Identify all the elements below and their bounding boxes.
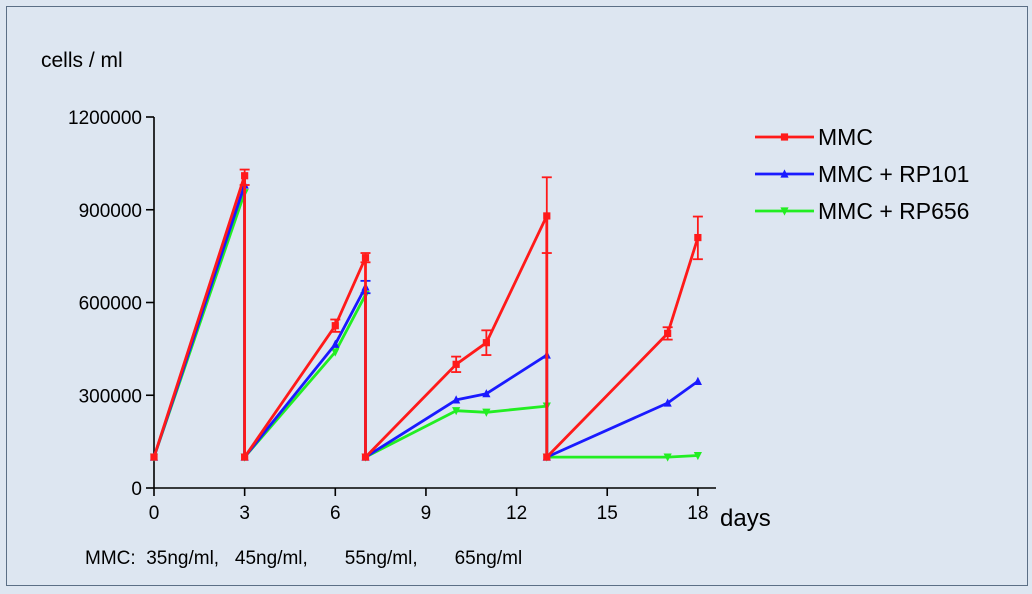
legend-item-mmc-rp101: MMC + RP101 (755, 161, 969, 187)
x-axis-title: days (720, 505, 771, 532)
x-tick-label: 12 (506, 503, 527, 524)
data-point (452, 407, 461, 416)
legend-swatch-marker (780, 207, 789, 216)
axes: 0 300000 600000 900000 1200000 0 3 6 9 12 15 18 (68, 108, 716, 524)
data-point (150, 453, 158, 461)
legend-swatch-marker (780, 169, 789, 178)
x-tick-label: 15 (597, 503, 618, 524)
data-point (663, 398, 672, 407)
data-point (331, 339, 340, 348)
data-point (241, 453, 249, 461)
chart-frame: cells / ml days MMC: 35ng/ml, 45ng/ml, 5… (6, 6, 1028, 586)
series-line-mmc-rp101 (152, 183, 699, 459)
data-point (693, 451, 702, 461)
x-tick-label: 0 (149, 503, 160, 524)
data-point (664, 329, 672, 338)
x-tick-label: 3 (239, 503, 250, 524)
y-tick-label: 300000 (79, 386, 142, 407)
y-tick-label: 0 (131, 479, 142, 500)
chart-svg: cells / ml days MMC: 35ng/ml, 45ng/ml, 5… (41, 49, 969, 569)
data-point (663, 453, 672, 462)
series-layer (149, 168, 703, 462)
x-tick-label: 6 (330, 503, 341, 524)
data-point (361, 254, 370, 262)
legend-label: MMC + RP656 (818, 198, 969, 224)
data-point (452, 360, 460, 368)
data-point (482, 408, 491, 417)
data-point (331, 348, 340, 357)
legend-label: MMC (818, 124, 873, 150)
y-tick-label: 1200000 (68, 108, 142, 129)
series-mmc (150, 168, 703, 461)
data-point (693, 376, 702, 385)
y-axis-title: cells / ml (41, 49, 123, 72)
series-line-mmc (152, 174, 700, 459)
y-tick-label: 900000 (79, 201, 142, 222)
data-point (452, 395, 461, 404)
data-point (331, 322, 339, 330)
series-mmc-rp101 (149, 180, 702, 461)
legend-item-mmc-rp656: MMC + RP656 (755, 198, 969, 224)
y-tick-label: 600000 (79, 294, 142, 315)
data-point (482, 339, 490, 347)
legend-label: MMC + RP101 (818, 161, 969, 187)
legend-swatch-marker (780, 133, 789, 141)
data-point (694, 233, 702, 242)
data-point (241, 172, 249, 180)
data-point (482, 389, 491, 398)
x-tick-label: 9 (421, 503, 432, 524)
series-mmc-rp656 (149, 189, 702, 462)
legend-item-mmc: MMC (755, 124, 873, 150)
data-point (543, 212, 551, 220)
x-tick-label: 18 (687, 503, 708, 524)
mmc-dosage-footnote: MMC: 35ng/ml, 45ng/ml, 55ng/ml, 65ng/ml (85, 548, 522, 569)
legend: MMC MMC + RP101 MMC + RP656 (755, 124, 969, 224)
data-point (543, 453, 551, 461)
data-point (361, 453, 370, 461)
